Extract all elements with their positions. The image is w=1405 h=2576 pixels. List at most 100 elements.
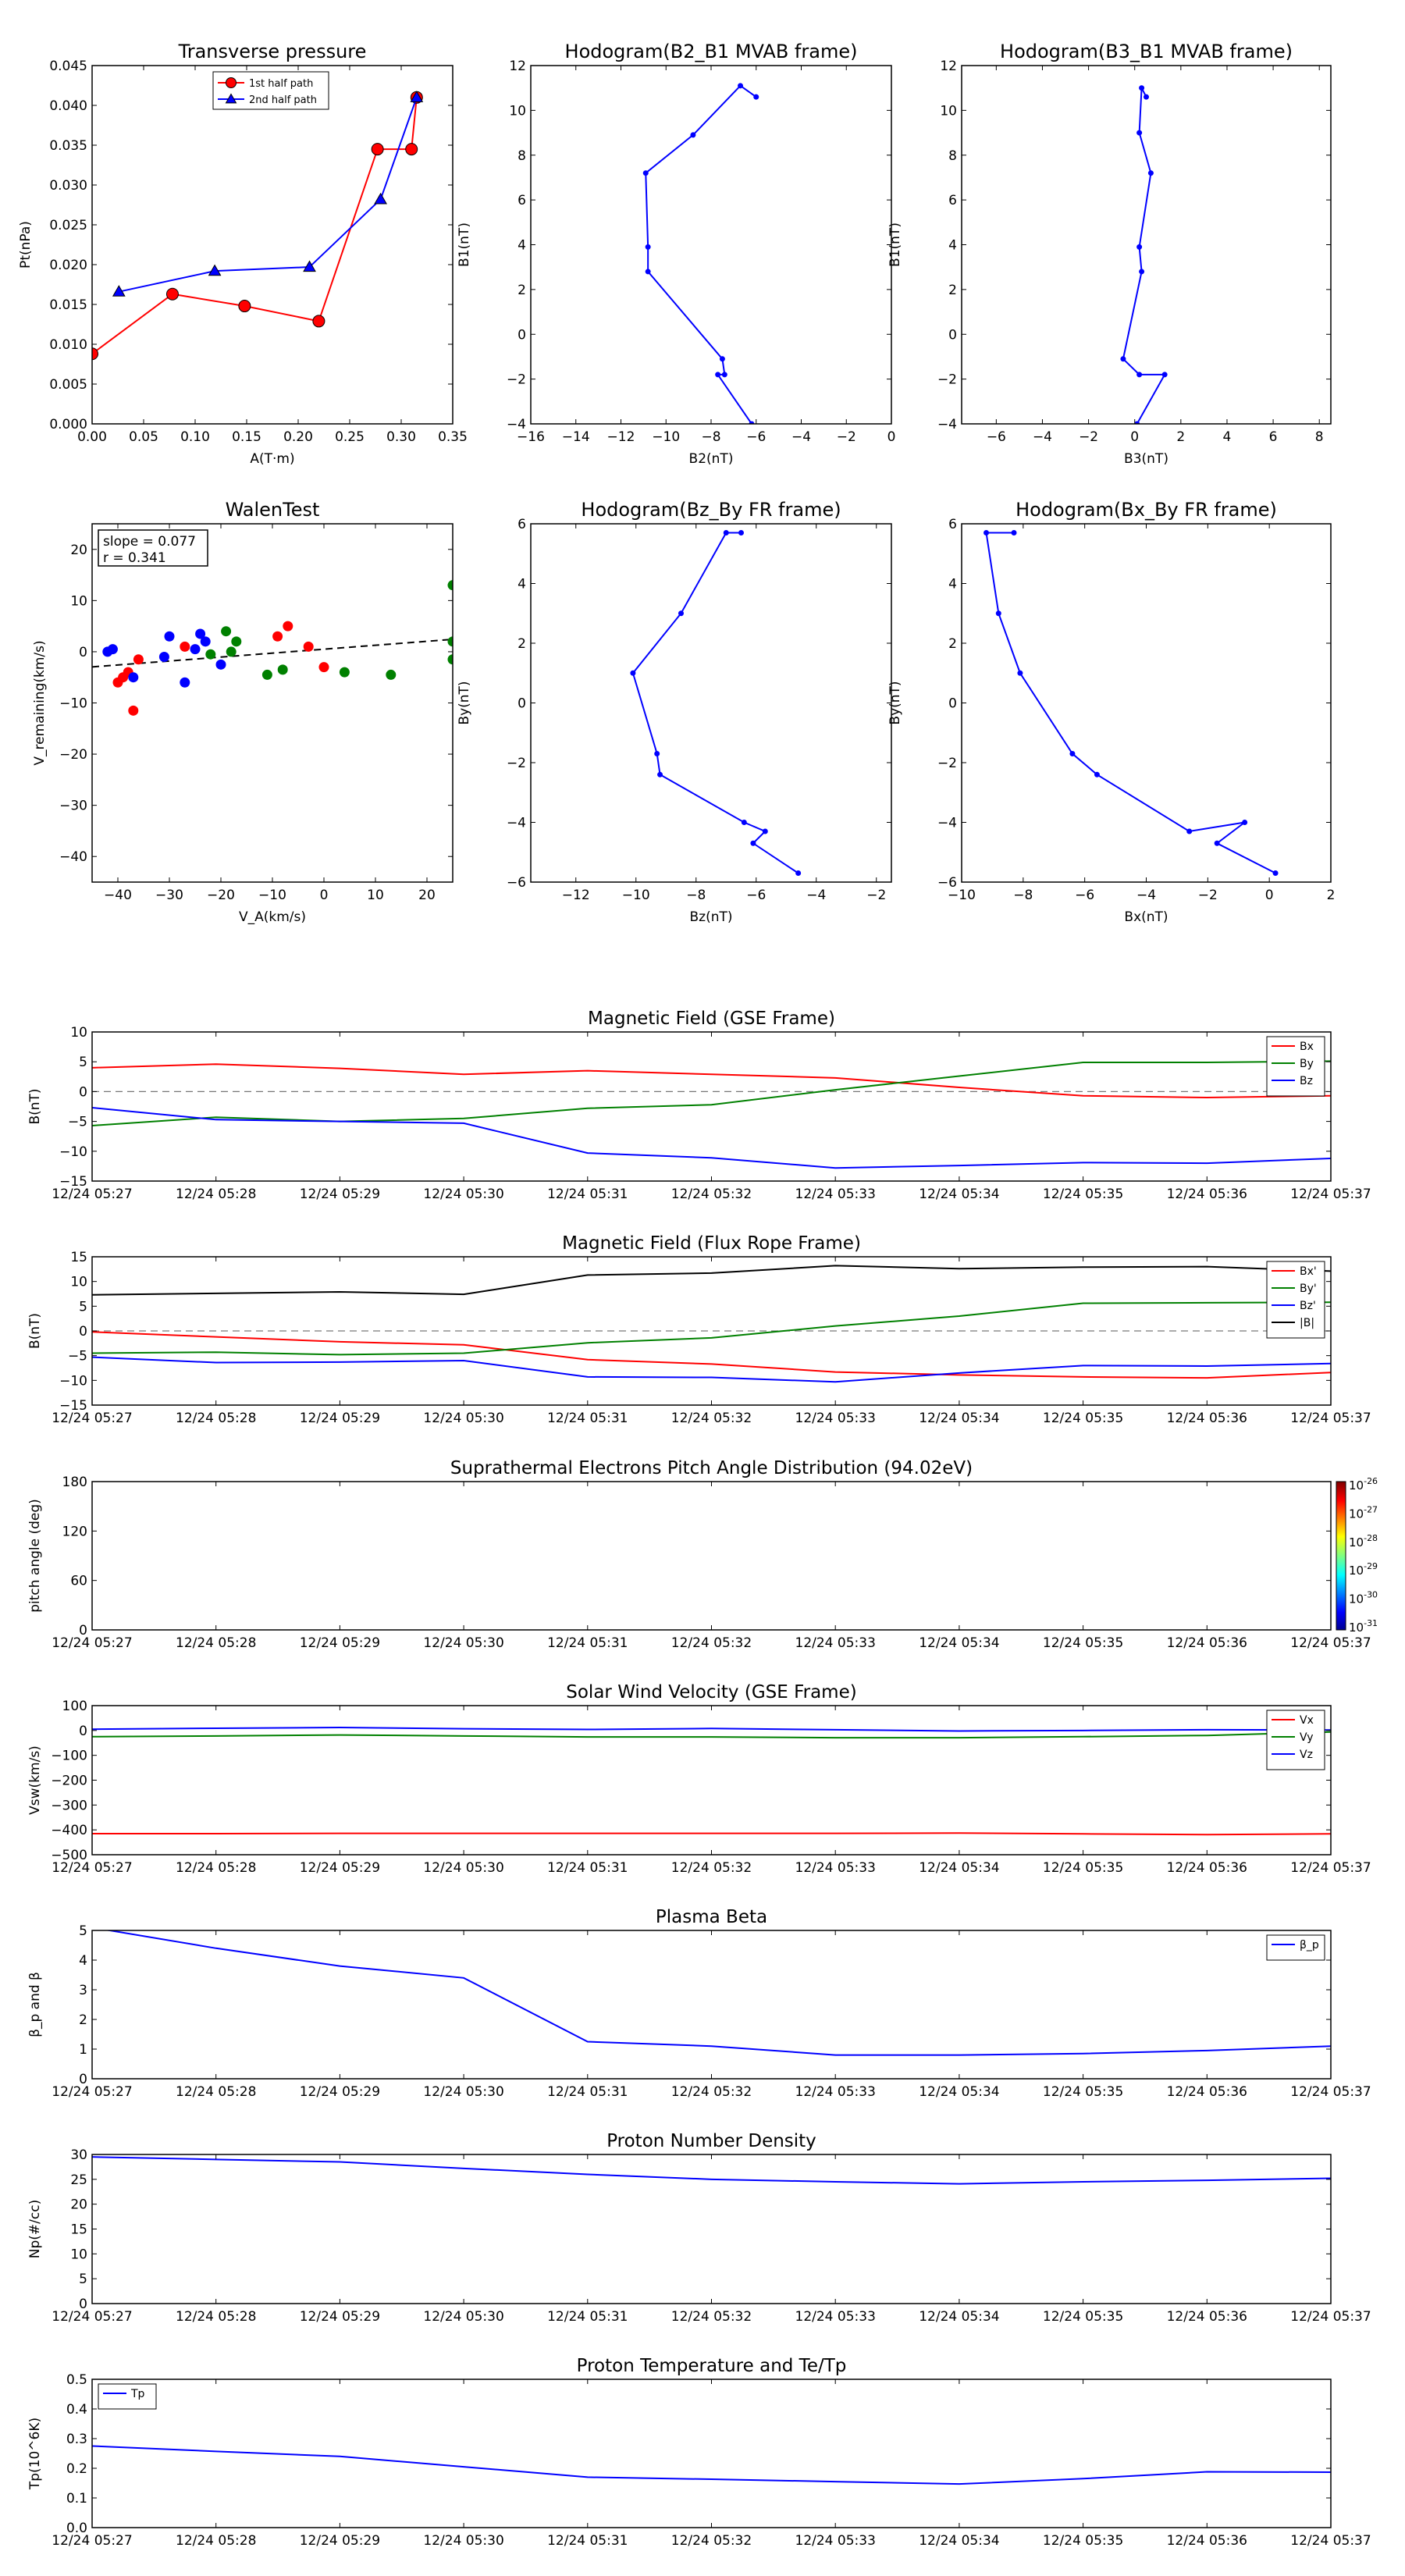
x-tick-label: 12/24 05:28 <box>176 1187 256 1202</box>
data-point <box>180 641 190 652</box>
legend-label: By <box>1300 1058 1314 1070</box>
data-point <box>374 192 387 205</box>
data-point <box>738 83 744 89</box>
data-point <box>1134 421 1140 424</box>
fit-line <box>92 639 453 668</box>
series-line <box>105 1930 1331 2056</box>
data-point <box>231 636 242 647</box>
plot-frame <box>530 523 892 883</box>
x-tick-label: −30 <box>155 888 183 903</box>
data-point <box>447 636 453 647</box>
bgse-chart: Magnetic Field (GSE Frame) −15 −10 −5 0 5 10 12… <box>27 1009 1371 1202</box>
x-tick-label: 12/24 05:27 <box>52 1411 132 1426</box>
y-tick-label: −2 <box>937 372 957 388</box>
y-tick-label: 0.010 <box>49 337 87 353</box>
series-line <box>92 1331 1331 1379</box>
x-tick-label: 12/24 05:33 <box>795 2309 876 2325</box>
x-tick-label: 0 <box>1265 888 1274 903</box>
x-tick-label: 12/24 05:35 <box>1043 2533 1123 2549</box>
y-tick-label: 4 <box>948 577 957 592</box>
data-point <box>272 631 283 642</box>
chart-title: Proton Number Density <box>606 2131 816 2151</box>
x-axis-label: A(T·m) <box>250 451 294 467</box>
series-line <box>631 532 799 874</box>
data-point <box>795 870 802 877</box>
data-point <box>1136 244 1143 250</box>
y-tick-label: 6 <box>948 517 957 532</box>
data-layer <box>642 83 759 424</box>
x-tick-label: 12/24 05:37 <box>1290 1411 1371 1426</box>
x-tick-label: 12/24 05:33 <box>795 2533 876 2549</box>
data-point <box>283 621 293 632</box>
chart-title: Hodogram(Bx_By FR frame) <box>1016 499 1277 521</box>
x-tick-label: 0 <box>887 429 896 445</box>
y-tick-label: 0 <box>948 696 957 712</box>
plot-frame <box>91 1930 1332 2080</box>
data-point <box>995 610 1001 617</box>
y-tick-label: −2 <box>507 756 526 771</box>
x-tick-label: −10 <box>622 888 650 903</box>
annotation-text: slope = 0.077 <box>103 534 196 550</box>
data-point <box>405 143 418 156</box>
series-line <box>92 1063 1331 1099</box>
data-layer <box>92 2445 1331 2485</box>
x-tick-label: −14 <box>562 429 590 445</box>
chart-title: Hodogram(B3_B1 MVAB frame) <box>1000 41 1293 62</box>
x-tick-label: 12/24 05:27 <box>52 2084 132 2100</box>
y-tick-label: 20 <box>70 2197 87 2213</box>
legend-box <box>1266 1934 1325 1961</box>
y-tick-label: 8 <box>948 148 957 164</box>
x-tick-label: 12/24 05:37 <box>1290 2533 1371 2549</box>
x-tick-label: 12/24 05:36 <box>1167 1187 1247 1202</box>
x-tick-label: 12/24 05:32 <box>671 1411 752 1426</box>
y-tick-label: −4 <box>507 417 526 432</box>
y-tick-label: 0 <box>79 1623 87 1638</box>
y-tick-label: −6 <box>937 875 957 891</box>
y-axis-label: V_remaining(km/s) <box>32 640 48 765</box>
x-tick-label: −8 <box>686 888 706 903</box>
x-tick-label: 12/24 05:35 <box>1043 1635 1123 1651</box>
x-axis-label: Bz(nT) <box>689 909 732 925</box>
y-tick-label: 0.020 <box>49 258 87 273</box>
x-tick-label: −2 <box>866 888 886 903</box>
legend-label: Vz <box>1300 1749 1313 1761</box>
y-tick-label: 15 <box>70 2222 87 2238</box>
y-tick-label: 30 <box>70 2147 87 2163</box>
y-tick-label: 4 <box>518 577 526 592</box>
x-tick-label: −12 <box>562 888 590 903</box>
y-tick-label: −40 <box>59 849 87 865</box>
y-tick-label: 60 <box>70 1574 87 1589</box>
series-line <box>92 1832 1331 1836</box>
y-axis-label: Tp(10^6K) <box>27 2418 43 2490</box>
x-tick-label: 12/24 05:33 <box>795 2084 876 2100</box>
data-point <box>719 356 725 362</box>
x-axis-label: B3(nT) <box>1124 451 1168 467</box>
colorbar-label: 10-27 <box>1349 1504 1378 1521</box>
data-point <box>312 315 325 328</box>
y-tick-label: −200 <box>51 1774 87 1789</box>
x-tick-label: 12/24 05:30 <box>423 2084 503 2100</box>
x-tick-label: 12/24 05:37 <box>1290 2309 1371 2325</box>
y-tick-label: 12 <box>940 59 957 74</box>
data-point <box>1214 840 1220 846</box>
vsw-chart: Solar Wind Velocity (GSE Frame) −500 −400 −… <box>27 1682 1371 1876</box>
y-tick-label: −30 <box>59 799 87 814</box>
data-point <box>205 649 216 660</box>
x-tick-label: 12/24 05:29 <box>300 1411 380 1426</box>
data-layer <box>92 2156 1331 2185</box>
y-tick-label: 6 <box>948 193 957 208</box>
data-layer <box>105 1930 1331 2056</box>
y-tick-label: 0.2 <box>66 2461 87 2477</box>
x-tick-label: 2 <box>1327 888 1336 903</box>
legend-label: Tp <box>130 2388 145 2400</box>
x-tick-label: 0.30 <box>386 429 416 445</box>
data-point <box>447 654 453 665</box>
x-tick-label: 12/24 05:29 <box>300 1187 380 1202</box>
x-tick-label: 12/24 05:27 <box>52 2533 132 2549</box>
legend-label: Vy <box>1300 1731 1314 1744</box>
data-point <box>215 659 226 670</box>
data-point <box>165 287 179 301</box>
x-tick-label: 12/24 05:37 <box>1290 1187 1371 1202</box>
data-point <box>128 705 139 716</box>
data-point <box>371 143 384 156</box>
